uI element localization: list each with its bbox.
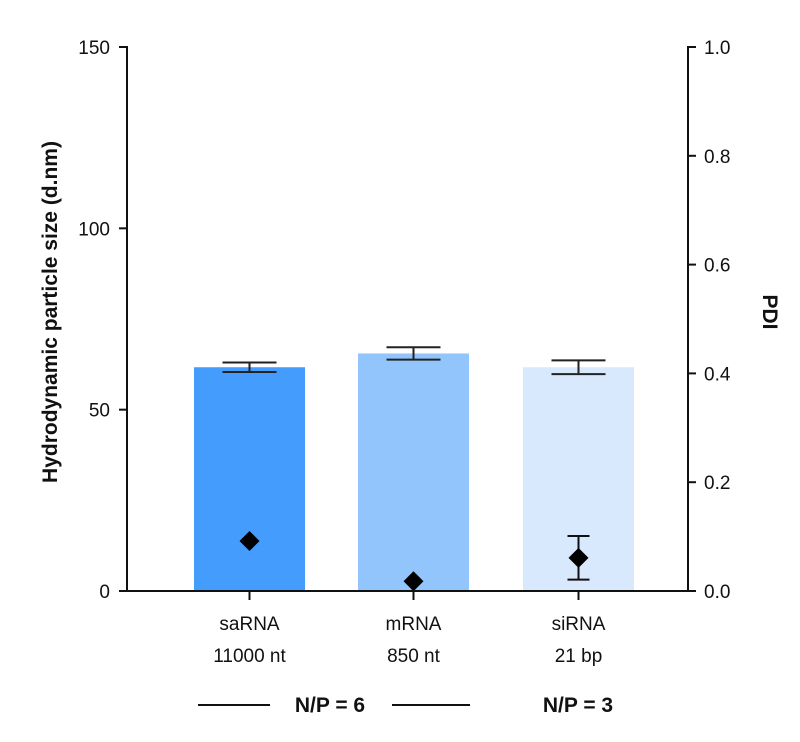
y2-axis-label: PDI — [758, 294, 781, 329]
pdi-point-saRNA — [239, 530, 260, 551]
pdi-point-siRNA — [568, 547, 589, 568]
group-label-np6: N/P = 6 — [295, 694, 365, 717]
pdi-point-mRNA — [403, 571, 424, 592]
x-tick-label-sub: 850 nt — [387, 646, 441, 667]
bar-error-bar — [222, 361, 277, 373]
group-label-np3: N/P = 3 — [543, 694, 613, 717]
y-tick-label: 150 — [78, 38, 110, 59]
x-tick-label: saRNA — [219, 614, 280, 635]
y-tick-label: 50 — [89, 401, 110, 422]
x-tick-label-sub: 21 bp — [555, 646, 603, 667]
y2-tick-label: 0.8 — [704, 147, 730, 168]
y-tick-label: 100 — [78, 219, 110, 240]
bar-mRNA — [358, 353, 469, 591]
y2-tick-label: 0.4 — [704, 364, 731, 385]
y2-tick-label: 0.6 — [704, 256, 730, 277]
x-tick-label: siRNA — [552, 614, 606, 635]
y2-tick-label: 0.0 — [704, 582, 730, 603]
y-axis-label: Hydrodynamic particle size (d.nm) — [39, 141, 62, 483]
y2-tick-label: 0.2 — [704, 473, 730, 494]
bar-error-bar — [386, 346, 441, 361]
x-tick-label-sub: 11000 nt — [213, 646, 286, 667]
x-tick-label: mRNA — [386, 614, 442, 635]
bar-saRNA — [194, 367, 305, 591]
y-tick-label: 0 — [99, 582, 110, 603]
y2-tick-label: 1.0 — [704, 38, 730, 59]
bar-error-bar — [551, 359, 606, 376]
